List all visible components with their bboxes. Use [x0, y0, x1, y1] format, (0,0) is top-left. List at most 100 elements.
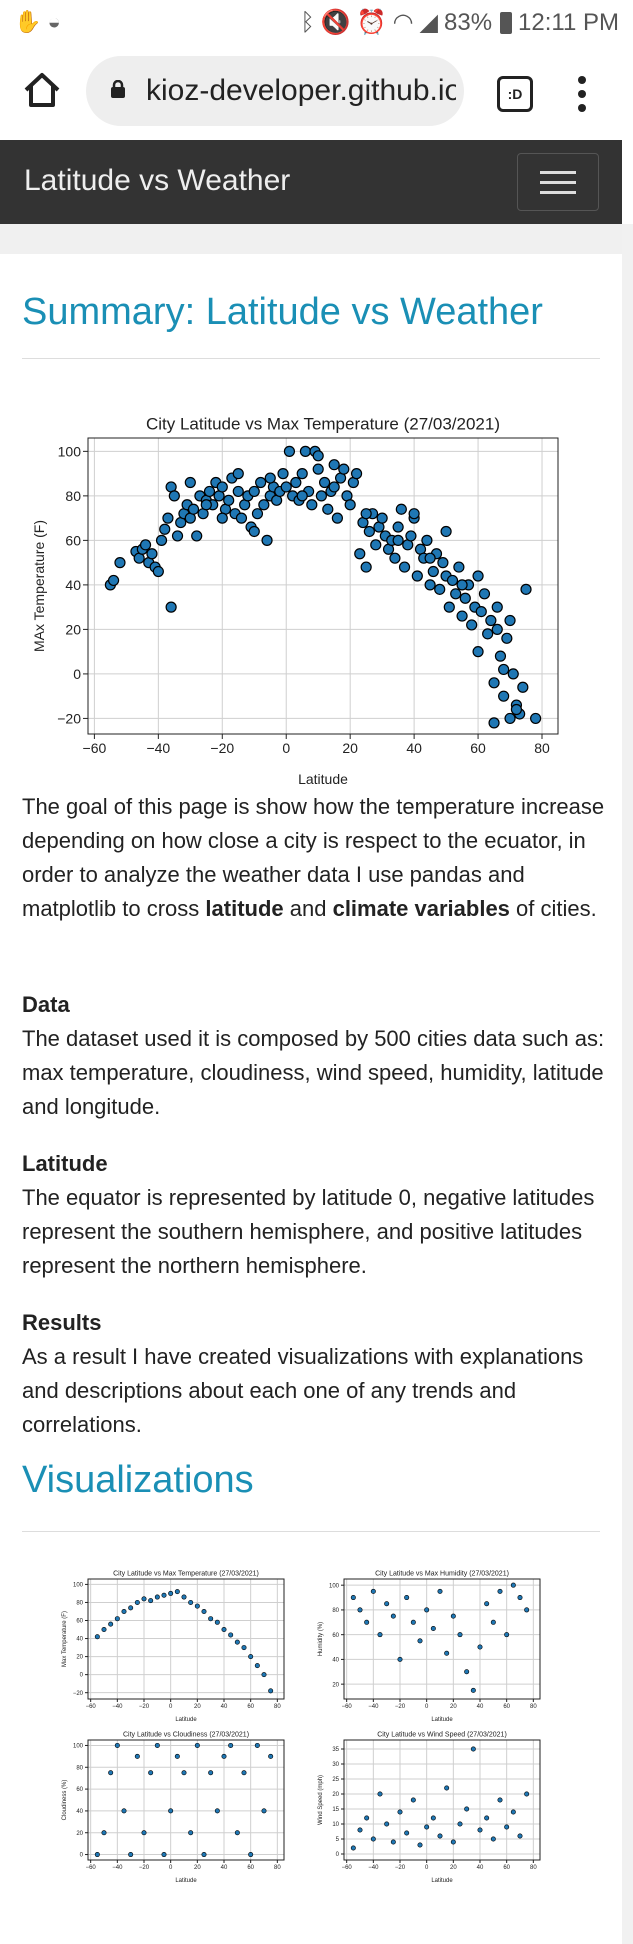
- data-point: [384, 1601, 390, 1607]
- data-point: [470, 1746, 476, 1752]
- thumbnail-humidity-chart[interactable]: −60 −40 −20 0 20 40 60 80 20 40 60 80 100 City Latitu…: [316, 1565, 546, 1723]
- y-tick-label: 20: [332, 1682, 339, 1688]
- address-bar[interactable]: kioz-developer.github.io/: [86, 56, 464, 126]
- y-tick-label: 40: [332, 1658, 339, 1664]
- x-tick-label: −60: [86, 1704, 97, 1710]
- data-point: [165, 601, 177, 613]
- y-tick-label: 100: [73, 1744, 84, 1750]
- tab-switcher-button[interactable]: :D: [497, 76, 533, 112]
- navbar-brand[interactable]: Latitude vs Weather: [24, 164, 291, 197]
- hamburger-menu-button[interactable]: [517, 153, 599, 211]
- home-icon[interactable]: [22, 70, 62, 110]
- thumbnail-wind-speed-chart[interactable]: −60 −40 −20 0 20 40 60 80 0 5 10 15 20 25 30 35 City Lat…: [316, 1726, 546, 1884]
- y-tick-label: 20: [76, 1655, 83, 1661]
- data-point: [344, 499, 356, 511]
- x-tick-label: −20: [139, 1865, 150, 1871]
- data-point: [248, 1654, 254, 1660]
- overflow-menu-icon[interactable]: [578, 76, 588, 118]
- data-point: [392, 521, 404, 533]
- data-point: [392, 534, 404, 546]
- x-tick-label: −60: [83, 740, 107, 756]
- x-axis-label: Latitude: [298, 771, 348, 786]
- y-tick-label: 100: [329, 1583, 340, 1589]
- data-point: [216, 481, 228, 493]
- data-point: [254, 1663, 260, 1669]
- x-tick-label: −40: [368, 1865, 379, 1871]
- data-point: [350, 1595, 356, 1601]
- data-point: [154, 1594, 160, 1600]
- data-heading: Data: [22, 992, 70, 1017]
- x-tick-label: −60: [342, 1704, 353, 1710]
- x-axis-label: Latitude: [175, 1878, 197, 1884]
- data-point: [397, 1656, 403, 1662]
- data-point: [134, 1753, 140, 1759]
- x-tick-label: −60: [342, 1865, 353, 1871]
- plot-frame: [343, 1739, 541, 1861]
- data-point: [261, 534, 273, 546]
- data-point: [203, 485, 216, 498]
- data-point: [488, 677, 500, 689]
- data-point: [364, 1815, 370, 1821]
- data-point: [216, 512, 228, 524]
- x-tick-label: 20: [194, 1704, 201, 1710]
- results-heading: Results: [22, 1310, 102, 1335]
- x-tick-label: 60: [247, 1704, 254, 1710]
- signal-icon: ◢: [419, 9, 438, 36]
- y-tick-label: 80: [65, 488, 81, 504]
- data-point: [357, 1607, 363, 1613]
- url-text[interactable]: kioz-developer.github.io/: [146, 74, 456, 107]
- data-point: [191, 530, 203, 542]
- data-point: [200, 499, 212, 511]
- data-point: [114, 1742, 120, 1748]
- x-tick-label: 20: [450, 1704, 457, 1710]
- data-point: [446, 574, 459, 587]
- data-point: [475, 605, 487, 618]
- data-point: [328, 481, 340, 493]
- data-point: [488, 717, 500, 729]
- x-tick-label: 60: [503, 1704, 510, 1710]
- data-point: [424, 1824, 430, 1830]
- data-point: [168, 490, 180, 502]
- data-point: [152, 565, 164, 578]
- status-icons: ᛒ 🔇 ⏰ ◠ ◢ 83% 12:11 PM: [300, 8, 619, 37]
- y-axis-label: MAx Temperature (F): [31, 520, 47, 652]
- data-point: [283, 445, 296, 457]
- x-tick-label: −40: [368, 1704, 379, 1710]
- thumbnail-temperature-chart[interactable]: −60 −40 −20 0 20 40 60 80 −20 0 20 40 60 80 100 City La…: [60, 1565, 290, 1723]
- data-point: [350, 1845, 356, 1851]
- data-point: [107, 574, 120, 587]
- x-tick-label: 60: [470, 740, 486, 756]
- data-point: [444, 1785, 450, 1791]
- data-point: [350, 468, 363, 480]
- data-point: [477, 1644, 483, 1650]
- data-point: [255, 476, 267, 489]
- chart-title: City Latitude vs Max Temperature (27/03/…: [146, 415, 500, 434]
- x-axis-label: Latitude: [431, 1717, 453, 1723]
- data-point: [148, 1770, 154, 1776]
- data-point: [312, 463, 324, 475]
- data-point: [261, 1808, 267, 1814]
- data-point: [410, 1619, 416, 1625]
- data-point: [456, 579, 468, 591]
- data-point: [491, 623, 503, 635]
- data-point: [497, 1797, 503, 1803]
- data-point: [214, 1619, 220, 1625]
- x-tick-label: −40: [146, 740, 170, 756]
- data-point: [484, 1815, 490, 1821]
- data-point: [299, 445, 312, 457]
- x-tick-label: 40: [221, 1865, 228, 1871]
- chart-title: City Latitude vs Max Humidity (27/03/202…: [375, 1571, 509, 1578]
- page-gutter: [0, 224, 622, 254]
- data-point: [417, 1842, 423, 1848]
- data-point: [434, 583, 446, 595]
- y-tick-label: 60: [76, 1619, 83, 1625]
- data-point: [504, 712, 516, 725]
- data-point: [121, 1808, 127, 1814]
- data-point: [482, 628, 494, 640]
- scrollbar[interactable]: [622, 224, 633, 1944]
- x-axis-label: Latitude: [431, 1878, 453, 1884]
- x-axis-label: Latitude: [175, 1717, 197, 1723]
- thumbnail-cloudiness-chart[interactable]: −60 −40 −20 0 20 40 60 80 0 20 40 60 80 100 City Latit…: [60, 1726, 290, 1884]
- data-point: [174, 1753, 180, 1759]
- data-point: [456, 610, 468, 622]
